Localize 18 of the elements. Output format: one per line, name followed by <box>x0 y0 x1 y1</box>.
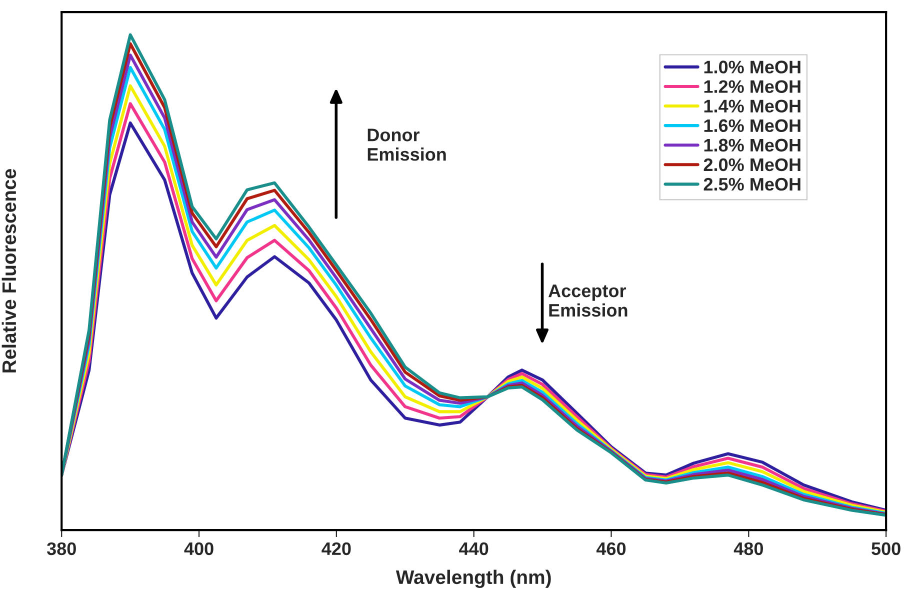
x-tick-label: 500 <box>872 542 900 556</box>
legend-label: 1.2% MeOH <box>704 80 800 93</box>
legend-label: 1.6% MeOH <box>704 119 800 132</box>
annotation: Acceptor Emission <box>548 284 628 317</box>
x-tick-label: 420 <box>322 542 351 556</box>
x-tick-label: 460 <box>596 542 626 556</box>
x-tick-label: 400 <box>184 542 214 556</box>
legend-label: 1.0% MeOH <box>704 60 800 74</box>
x-axis-title: Wavelength (nm) <box>396 570 551 588</box>
legend-label: 1.8% MeOH <box>704 138 800 152</box>
legend-label: 2.5% MeOH <box>704 178 800 191</box>
annotation: Donor Emission <box>368 128 446 161</box>
legend-label: 2.0% MeOH <box>704 158 800 172</box>
y-axis-title: Relative Fluorescence <box>2 169 16 372</box>
x-tick-label: 480 <box>734 542 763 556</box>
legend-label: 1.4% MeOH <box>704 100 800 113</box>
x-tick-label: 380 <box>46 542 76 556</box>
x-tick-label: 440 <box>459 542 488 556</box>
